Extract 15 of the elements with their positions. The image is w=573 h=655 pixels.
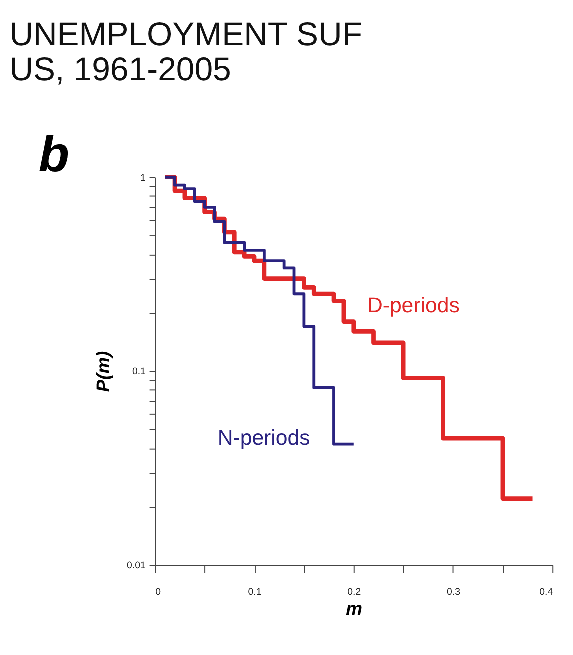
x-tick-label: 0 xyxy=(156,586,162,598)
x-tick-label: 0.3 xyxy=(447,586,460,598)
y-tick-label: 1 xyxy=(140,172,146,184)
series-label: N-periods xyxy=(218,426,310,450)
y-tick-label: 0.01 xyxy=(127,560,146,572)
x-tick-label: 0.2 xyxy=(348,586,362,598)
chart-subtitle: US, 1961-2005 xyxy=(10,50,232,88)
text: b xyxy=(38,126,70,183)
series-label: D-periods xyxy=(367,294,460,318)
chart-title: UNEMPLOYMENT SUF xyxy=(10,16,362,53)
x-axis-title: m xyxy=(346,598,363,620)
y-tick-label: 0.1 xyxy=(132,366,146,378)
x-tick-label: 0.1 xyxy=(248,586,262,598)
y-axis-title: P(m) xyxy=(92,351,114,392)
x-tick-label: 0.4 xyxy=(540,586,554,598)
